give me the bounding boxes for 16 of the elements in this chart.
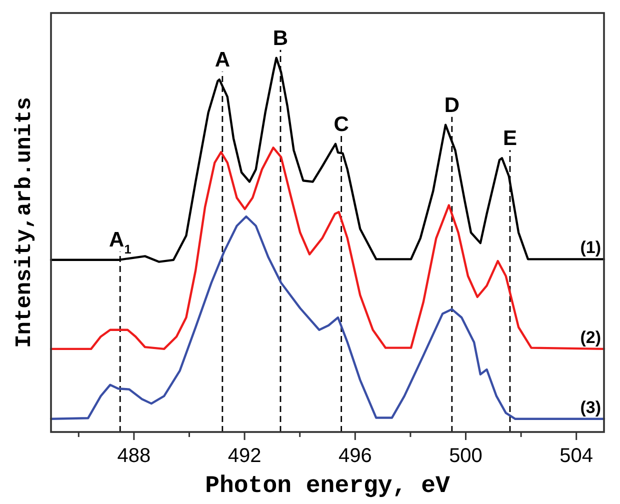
x-tick-label: 496: [338, 445, 372, 467]
ref-line-label: E: [502, 127, 517, 150]
ref-line-label: D: [444, 94, 460, 117]
x-axis-title: Photon energy, eV: [205, 473, 451, 500]
series-label: (1): [580, 238, 601, 258]
ref-line-label: C: [334, 112, 349, 136]
x-tick-label: 492: [228, 445, 262, 467]
y-axis-title: Intensity,arb.units: [12, 97, 37, 348]
x-tick-label: 504: [560, 445, 594, 467]
series-label: (2): [580, 328, 601, 347]
ref-line-label: A$_{1}$: [109, 228, 132, 257]
ref-line-label: A: [214, 48, 230, 72]
x-tick-label: 500: [449, 445, 482, 467]
series-label: (3): [580, 398, 601, 417]
x-tick-label: 488: [117, 445, 151, 467]
ref-line-label: B: [272, 26, 288, 50]
